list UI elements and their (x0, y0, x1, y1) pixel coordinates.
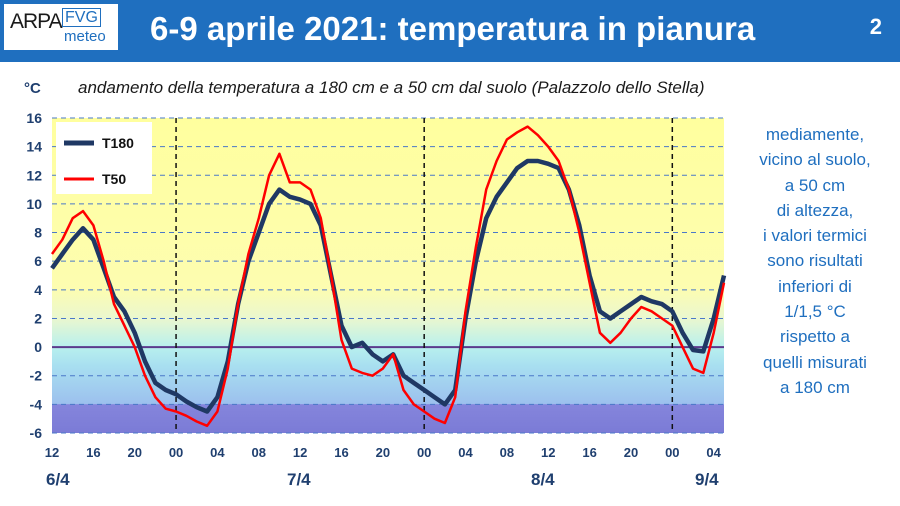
y-tick-label: 2 (34, 310, 42, 326)
x-tick-label: 08 (252, 445, 266, 460)
note-line: i valori termici (763, 226, 867, 246)
x-tick-label: 16 (582, 445, 596, 460)
side-note: mediamente, vicino al suolo, a 50 cm di … (730, 122, 900, 400)
x-tick-label: 16 (86, 445, 100, 460)
note-line: a 180 cm (780, 377, 850, 397)
x-tick-label: 20 (624, 445, 638, 460)
y-tick-label: -2 (30, 368, 43, 384)
x-tick-label: 12 (541, 445, 555, 460)
y-tick-label: 8 (34, 225, 42, 241)
x-tick-label: 04 (210, 445, 225, 460)
date-label-9-4: 9/4 (695, 470, 719, 489)
note-line: vicino al suolo, (759, 150, 871, 170)
plot-background (52, 118, 724, 433)
x-tick-label: 12 (293, 445, 307, 460)
y-tick-label: 12 (26, 167, 42, 183)
note-line: rispetto a (780, 327, 850, 347)
y-tick-label: 16 (26, 110, 42, 126)
note-line: mediamente, (765, 125, 865, 144)
arpa-fvg-meteo-logo: ARPA FVG meteo (4, 4, 118, 50)
page-number: 2 (869, 14, 882, 39)
logo-fvg-text: FVG (62, 8, 101, 27)
x-tick-label: 08 (500, 445, 514, 460)
y-tick-label: 6 (34, 253, 42, 269)
note-line: di altezza, (776, 200, 854, 220)
x-tick-label: 00 (417, 445, 431, 460)
x-tick-label: 04 (706, 445, 721, 460)
note-line: quelli misurati (763, 352, 867, 372)
y-tick-label: 0 (34, 339, 42, 355)
note-line: a 50 cm (784, 175, 846, 195)
y-tick-label: -6 (30, 425, 43, 441)
legend-label-t50: T50 (102, 171, 126, 187)
logo-arpa-text: ARPA (10, 10, 63, 33)
legend-box (56, 122, 152, 194)
x-tick-label: 00 (665, 445, 679, 460)
note-line: 1/1,5 °C (784, 302, 846, 322)
series-line-t50 (50, 125, 726, 428)
date-label-8-4: 8/4 (531, 470, 555, 489)
x-tick-label: 20 (376, 445, 390, 460)
header-bar: ARPA FVG meteo 6-9 aprile 2021: temperat… (0, 0, 900, 62)
legend-label-t180: T180 (102, 135, 134, 151)
logo-meteo-text: meteo (64, 28, 106, 45)
y-tick-label: 10 (26, 196, 42, 212)
y-tick-label: 14 (26, 139, 42, 155)
x-tick-label: 20 (127, 445, 141, 460)
x-tick-label: 16 (334, 445, 348, 460)
page-title: 6-9 aprile 2021: temperatura in pianura (150, 10, 756, 47)
x-tick-label: 04 (458, 445, 473, 460)
y-tick-label: -4 (30, 396, 43, 412)
chart-subtitle: andamento della temperatura a 180 cm e a… (78, 78, 705, 97)
note-line: inferiori di (778, 276, 852, 296)
x-tick-label: 12 (45, 445, 59, 460)
y-axis-unit: °C (24, 80, 41, 97)
series-line-t180 (50, 158, 727, 414)
x-tick-label: 00 (169, 445, 183, 460)
date-label-7-4: 7/4 (287, 470, 311, 489)
y-tick-label: 4 (34, 282, 42, 298)
date-label-6-4: 6/4 (46, 470, 70, 489)
note-line: sono risultati (767, 251, 863, 271)
